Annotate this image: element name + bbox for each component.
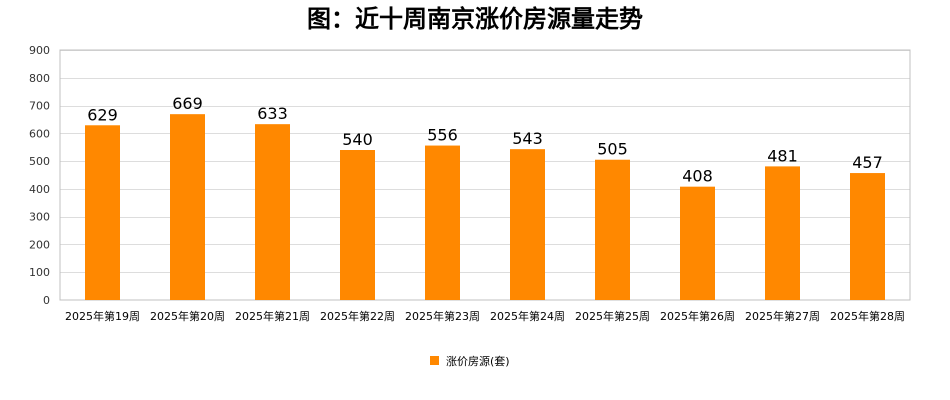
plot-area <box>59 49 911 301</box>
bar <box>255 124 290 301</box>
x-tick-label: 2025年第24周 <box>490 309 565 323</box>
legend: 涨价房源(套) <box>430 354 510 368</box>
data-label: 556 <box>427 126 458 145</box>
y-tick-label: 600 <box>29 127 50 140</box>
y-tick-label: 300 <box>29 211 50 224</box>
chart-title: 图：近十周南京涨价房源量走势 <box>307 5 643 33</box>
x-tick-label: 2025年第23周 <box>405 309 480 323</box>
x-tick-label: 2025年第22周 <box>320 309 395 323</box>
y-tick-label: 0 <box>43 294 50 307</box>
legend-label: 涨价房源(套) <box>446 354 510 368</box>
x-tick-label: 2025年第19周 <box>65 309 140 323</box>
x-tick-label: 2025年第25周 <box>575 309 650 323</box>
bar <box>85 125 120 301</box>
bar <box>765 166 800 300</box>
legend-swatch <box>430 356 439 365</box>
y-axis-tick-labels: 0 100 200 300 400 500 600 700 800 900 <box>29 44 50 307</box>
y-tick-label: 500 <box>29 155 50 168</box>
y-tick-label: 100 <box>29 266 50 279</box>
y-tick-label: 800 <box>29 72 50 85</box>
y-tick-label: 400 <box>29 183 50 196</box>
data-label: 408 <box>682 167 713 186</box>
bar <box>510 149 545 300</box>
y-tick-label: 200 <box>29 238 50 251</box>
data-label: 669 <box>172 94 203 113</box>
x-tick-label: 2025年第20周 <box>150 309 225 323</box>
x-tick-label: 2025年第21周 <box>235 309 310 323</box>
bar <box>425 145 460 300</box>
y-tick-label: 900 <box>29 44 50 57</box>
data-label: 633 <box>257 104 288 123</box>
x-tick-label: 2025年第28周 <box>830 309 905 323</box>
data-label: 540 <box>342 130 373 149</box>
data-label: 543 <box>512 129 543 148</box>
x-tick-label: 2025年第27周 <box>745 309 820 323</box>
data-label: 481 <box>767 146 798 165</box>
data-label: 629 <box>87 105 118 124</box>
data-label: 505 <box>597 140 628 159</box>
data-labels: 629 669 633 540 556 543 505 408 481 457 <box>87 94 883 186</box>
bar <box>595 159 630 300</box>
x-tick-label: 2025年第26周 <box>660 309 735 323</box>
bars <box>85 114 885 301</box>
data-label: 457 <box>852 153 883 172</box>
x-axis-tick-labels: 2025年第19周 2025年第20周 2025年第21周 2025年第22周 2025… <box>65 309 905 323</box>
bar <box>850 173 885 300</box>
bar <box>170 114 205 301</box>
bar <box>340 150 375 300</box>
y-tick-label: 700 <box>29 100 50 113</box>
bar <box>680 186 715 300</box>
